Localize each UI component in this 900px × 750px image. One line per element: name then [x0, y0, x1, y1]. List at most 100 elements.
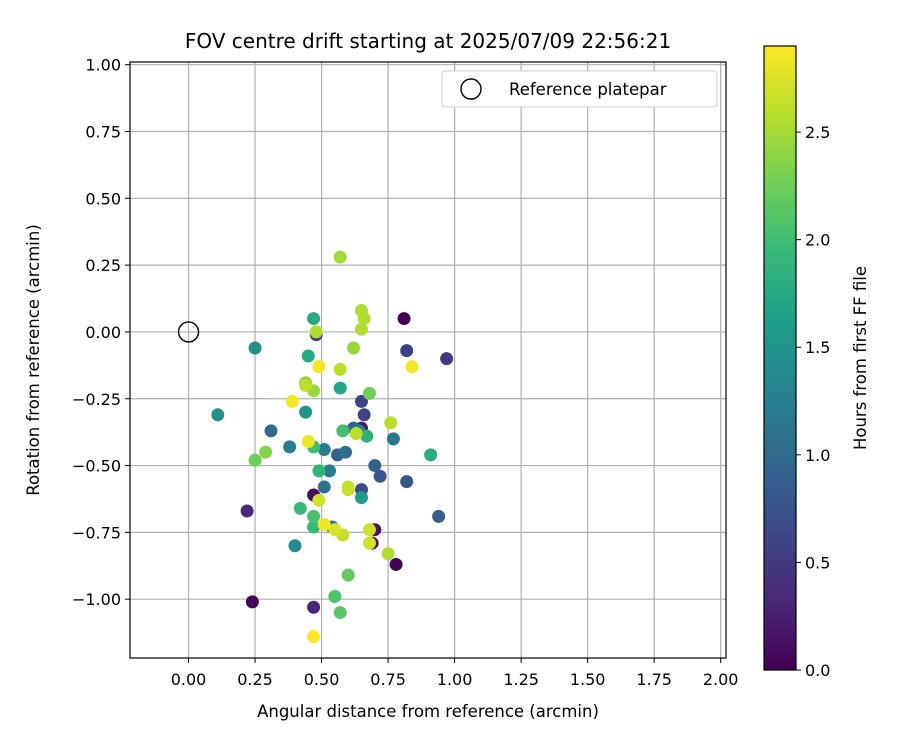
data-point — [347, 341, 360, 355]
data-point — [336, 424, 350, 438]
reference-platepar-circle-icon — [177, 321, 200, 343]
x-tick-label: 1.25 — [503, 670, 539, 689]
data-point — [317, 443, 331, 457]
data-point — [354, 491, 368, 505]
data-point — [264, 424, 278, 438]
colorbar: 0.0 0.5 1.0 1.5 2.0 2.5 Hours from first FF f… — [763, 45, 870, 680]
data-point — [299, 405, 313, 419]
legend-reference-circle-icon — [460, 78, 482, 100]
data-point — [381, 547, 395, 561]
colorbar-label: Hours from first FF file — [851, 266, 870, 450]
chart-title: FOV centre drift starting at 2025/07/09 … — [185, 29, 671, 53]
data-point — [293, 501, 307, 515]
data-point — [389, 557, 403, 571]
data-point — [333, 250, 347, 264]
x-tick-label: 0.75 — [370, 670, 406, 689]
data-point — [400, 344, 414, 358]
data-point — [354, 394, 368, 408]
data-point — [288, 539, 302, 553]
grid-lines — [130, 62, 726, 658]
data-point — [211, 408, 225, 422]
legend-box — [441, 70, 718, 108]
y-tick-label: −0.50 — [72, 457, 121, 476]
data-point — [400, 475, 414, 489]
data-point — [312, 493, 326, 507]
colorbar-tick-label: 2.0 — [805, 231, 830, 250]
data-point — [307, 509, 321, 523]
data-point — [328, 523, 342, 537]
plot-frame — [129, 61, 727, 659]
data-point — [362, 523, 376, 537]
legend-label: Reference platepar — [509, 80, 667, 99]
colorbar-tick-label: 0.0 — [805, 661, 830, 680]
data-point — [397, 312, 411, 326]
data-point — [341, 568, 355, 582]
data-point — [360, 429, 374, 443]
y-axis-ticks: 1.00 0.75 0.50 0.25 0.00 −0.25 −0.50 −0.75 −1.00 — [72, 56, 130, 609]
legend: Reference platepar — [441, 70, 718, 108]
data-point — [328, 590, 342, 604]
data-point — [323, 464, 337, 478]
colorbar-ticks: 0.0 0.5 1.0 1.5 2.0 2.5 — [796, 123, 830, 680]
data-point — [362, 386, 376, 400]
x-axis-ticks: 0.00 0.25 0.50 0.75 1.00 1.25 1.50 1.75 2.00 — [171, 658, 739, 689]
data-point — [349, 426, 363, 440]
data-point — [245, 595, 259, 609]
x-tick-label: 1.00 — [437, 670, 473, 689]
colorbar-tick-label: 1.0 — [805, 446, 830, 465]
x-tick-label: 0.25 — [237, 670, 273, 689]
data-point — [357, 408, 371, 422]
data-point — [285, 394, 299, 408]
data-point — [354, 322, 368, 336]
data-point — [368, 459, 382, 473]
data-point — [317, 517, 331, 531]
y-axis-label: Rotation from reference (arcmin) — [24, 224, 43, 496]
data-point — [384, 416, 398, 430]
data-point — [240, 504, 254, 518]
data-point — [259, 445, 273, 459]
x-tick-label: 0.00 — [171, 670, 207, 689]
y-tick-label: −1.00 — [72, 590, 121, 609]
data-point — [440, 352, 454, 366]
data-point — [299, 378, 313, 392]
data-point — [248, 341, 262, 355]
data-point — [307, 520, 321, 534]
x-axis-label: Angular distance from reference (arcmin) — [257, 702, 599, 721]
data-point — [312, 464, 326, 478]
data-point — [312, 360, 326, 374]
data-points — [211, 250, 454, 644]
reference-marker — [177, 321, 200, 343]
y-tick-label: −0.25 — [72, 390, 121, 409]
y-tick-label: 0.25 — [85, 256, 121, 275]
data-point — [307, 630, 321, 644]
y-tick-label: 0.00 — [85, 323, 121, 342]
x-tick-label: 0.50 — [304, 670, 340, 689]
data-point — [248, 453, 262, 467]
data-point — [424, 448, 438, 462]
data-point — [432, 509, 446, 523]
y-tick-label: 0.75 — [85, 122, 121, 141]
x-tick-label: 1.75 — [636, 670, 672, 689]
x-tick-label: 2.00 — [703, 670, 739, 689]
y-tick-label: −0.75 — [72, 523, 121, 542]
data-point — [333, 381, 347, 395]
data-point — [301, 435, 315, 449]
data-point — [307, 600, 321, 614]
data-point — [333, 362, 347, 376]
data-point — [362, 536, 376, 550]
data-point — [405, 360, 419, 374]
y-tick-label: 0.50 — [85, 189, 121, 208]
data-point — [307, 312, 321, 326]
data-point — [341, 483, 355, 497]
colorbar-tick-label: 0.5 — [805, 553, 830, 572]
x-tick-label: 1.50 — [570, 670, 606, 689]
colorbar-tick-label: 1.5 — [805, 338, 830, 357]
data-point — [301, 349, 315, 363]
data-point — [339, 445, 353, 459]
y-tick-label: 1.00 — [85, 56, 121, 75]
colorbar-frame — [763, 45, 797, 671]
colorbar-gradient — [764, 46, 796, 670]
data-point — [357, 312, 371, 326]
data-point — [333, 606, 347, 620]
